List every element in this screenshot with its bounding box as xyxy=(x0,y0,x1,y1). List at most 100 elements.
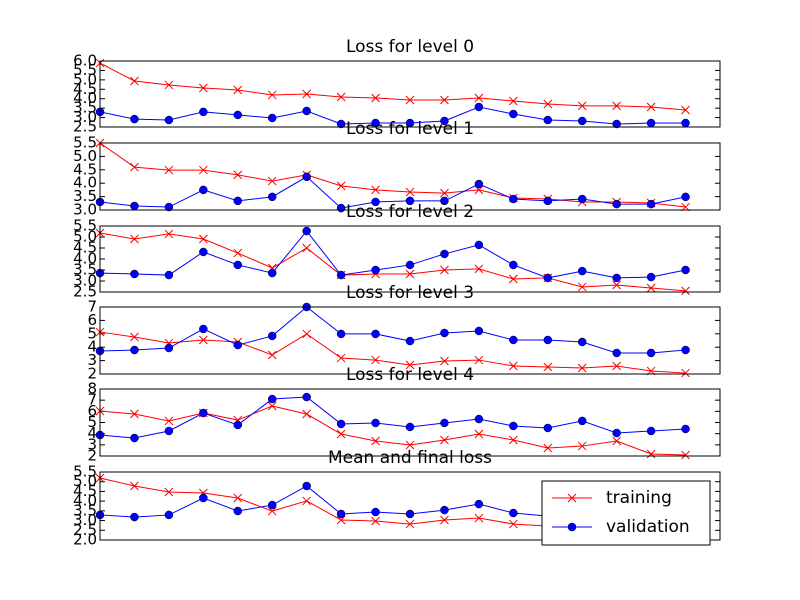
marker xyxy=(233,420,243,430)
marker xyxy=(577,441,587,451)
legend-label: validation xyxy=(606,517,690,537)
marker xyxy=(681,105,690,115)
marker xyxy=(577,416,587,426)
series-line xyxy=(99,176,686,209)
marker xyxy=(646,283,656,293)
marker xyxy=(267,350,277,360)
marker xyxy=(543,362,553,372)
marker xyxy=(164,487,174,497)
marker xyxy=(474,355,484,365)
marker xyxy=(646,449,656,459)
y-tick-label: 7 xyxy=(87,391,97,409)
marker xyxy=(405,95,415,105)
marker xyxy=(233,248,243,258)
marker xyxy=(302,496,312,506)
marker xyxy=(543,196,553,206)
marker xyxy=(130,481,139,491)
marker xyxy=(371,516,380,526)
marker xyxy=(612,436,622,446)
marker xyxy=(130,409,139,419)
marker xyxy=(130,201,139,211)
marker xyxy=(302,481,311,491)
marker xyxy=(508,274,518,284)
marker xyxy=(164,343,174,353)
marker xyxy=(612,273,621,283)
marker xyxy=(164,202,174,212)
subplot-title: Loss for level 1 xyxy=(346,119,474,139)
marker xyxy=(440,249,449,259)
marker xyxy=(267,401,277,411)
y-tick-label: 4.5 xyxy=(73,239,97,257)
y-tick-label: 7 xyxy=(87,298,97,316)
marker xyxy=(440,356,449,366)
marker xyxy=(474,93,484,103)
y-tick-label: 8 xyxy=(87,380,97,398)
y-tick-label: 5.0 xyxy=(73,228,97,246)
marker xyxy=(267,394,277,404)
marker xyxy=(336,181,346,191)
marker xyxy=(509,335,518,345)
marker xyxy=(646,118,656,128)
marker xyxy=(405,196,415,206)
y-tick-label: 2.0 xyxy=(73,531,97,549)
marker xyxy=(336,329,346,339)
y-tick-label: 3.5 xyxy=(73,261,97,279)
y-tick-label: 4.5 xyxy=(73,482,97,500)
marker xyxy=(371,197,380,207)
marker xyxy=(130,269,139,279)
series-line xyxy=(99,306,686,354)
axes-frame xyxy=(99,225,721,293)
marker xyxy=(577,282,587,292)
marker xyxy=(681,118,690,128)
subplot-title: Loss for level 3 xyxy=(346,283,474,303)
marker xyxy=(302,89,312,99)
y-tick-label: 2 xyxy=(87,447,97,465)
marker xyxy=(130,234,139,244)
y-tick-label: 4.0 xyxy=(73,89,97,107)
marker xyxy=(233,493,243,503)
marker xyxy=(336,203,346,213)
marker xyxy=(336,270,346,280)
y-tick-label: 5.0 xyxy=(73,70,97,88)
marker xyxy=(336,419,346,429)
marker xyxy=(440,196,449,206)
marker xyxy=(474,513,484,523)
marker xyxy=(198,335,208,345)
marker xyxy=(577,116,587,126)
marker xyxy=(302,392,311,402)
marker xyxy=(509,260,518,270)
marker xyxy=(577,101,587,111)
marker xyxy=(543,115,553,125)
subplot: Mean and final loss 2.02.53.03.54.04.55.0… xyxy=(73,448,721,549)
marker xyxy=(336,429,346,439)
legend-box xyxy=(541,480,711,546)
marker xyxy=(543,335,553,345)
marker xyxy=(440,265,449,275)
y-tick-label: 6 xyxy=(87,311,97,329)
marker xyxy=(130,162,139,172)
marker xyxy=(681,192,690,202)
marker xyxy=(508,96,518,106)
marker xyxy=(440,328,449,338)
axes-frame xyxy=(99,388,721,457)
y-tick-label: 5 xyxy=(87,413,97,431)
y-tick-label: 3 xyxy=(87,435,97,453)
marker xyxy=(233,340,243,350)
marker xyxy=(681,286,690,296)
marker xyxy=(371,507,380,517)
marker xyxy=(130,76,139,86)
marker xyxy=(164,229,174,239)
marker xyxy=(440,435,449,445)
marker xyxy=(405,422,415,432)
y-tick-label: 2 xyxy=(87,365,97,383)
marker xyxy=(371,418,380,428)
marker xyxy=(198,83,208,93)
marker xyxy=(233,506,243,516)
marker xyxy=(681,450,690,460)
marker xyxy=(302,409,312,419)
marker xyxy=(302,226,311,236)
marker xyxy=(130,332,139,342)
marker xyxy=(164,165,174,175)
legend-marker xyxy=(567,493,577,503)
axes-frame xyxy=(99,142,721,211)
